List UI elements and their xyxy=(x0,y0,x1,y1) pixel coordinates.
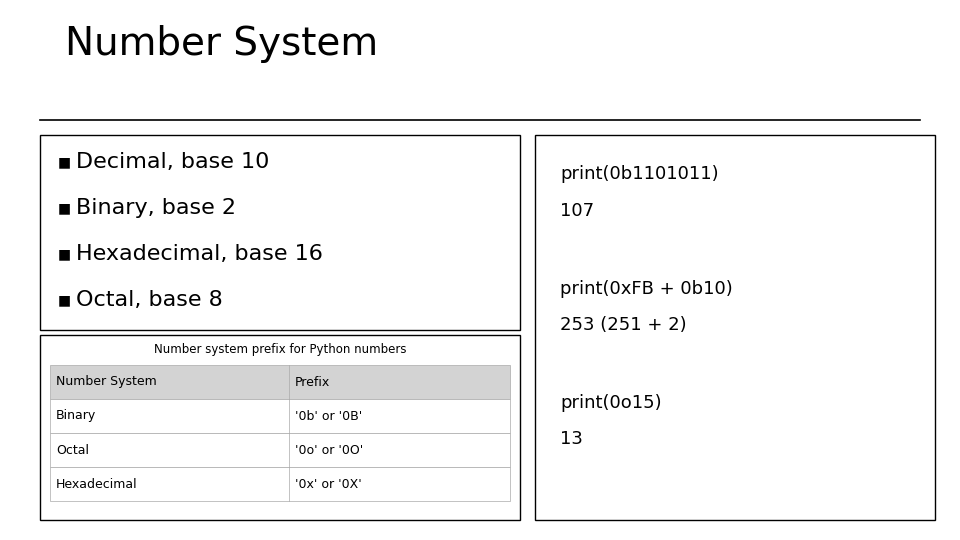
Text: ■: ■ xyxy=(58,247,71,261)
Text: ■: ■ xyxy=(58,293,71,307)
Text: Octal: Octal xyxy=(56,443,89,456)
Text: Number System: Number System xyxy=(56,375,156,388)
Text: Number system prefix for Python numbers: Number system prefix for Python numbers xyxy=(154,342,406,355)
FancyBboxPatch shape xyxy=(50,399,510,433)
Text: print(0o15): print(0o15) xyxy=(560,394,661,412)
Text: Number System: Number System xyxy=(65,25,378,63)
FancyBboxPatch shape xyxy=(50,433,510,467)
Text: Binary, base 2: Binary, base 2 xyxy=(76,198,236,218)
Text: Binary: Binary xyxy=(56,409,96,422)
Text: Decimal, base 10: Decimal, base 10 xyxy=(76,152,270,172)
Text: '0o' or '0O': '0o' or '0O' xyxy=(296,443,364,456)
FancyBboxPatch shape xyxy=(50,365,510,399)
FancyBboxPatch shape xyxy=(535,135,935,520)
Text: Hexadecimal: Hexadecimal xyxy=(56,477,137,490)
Text: '0b' or '0B': '0b' or '0B' xyxy=(296,409,363,422)
Text: 107: 107 xyxy=(560,202,594,220)
Text: print(0b1101011): print(0b1101011) xyxy=(560,165,719,183)
Text: print(0xFB + 0b10): print(0xFB + 0b10) xyxy=(560,280,732,298)
Text: ■: ■ xyxy=(58,201,71,215)
Text: ■: ■ xyxy=(58,155,71,169)
FancyBboxPatch shape xyxy=(50,467,510,501)
Text: 13: 13 xyxy=(560,430,583,448)
FancyBboxPatch shape xyxy=(40,335,520,520)
Text: Prefix: Prefix xyxy=(296,375,330,388)
Text: Hexadecimal, base 16: Hexadecimal, base 16 xyxy=(76,244,323,264)
Text: 253 (251 + 2): 253 (251 + 2) xyxy=(560,316,686,334)
Text: Octal, base 8: Octal, base 8 xyxy=(76,290,223,310)
Text: '0x' or '0X': '0x' or '0X' xyxy=(296,477,362,490)
FancyBboxPatch shape xyxy=(40,135,520,330)
